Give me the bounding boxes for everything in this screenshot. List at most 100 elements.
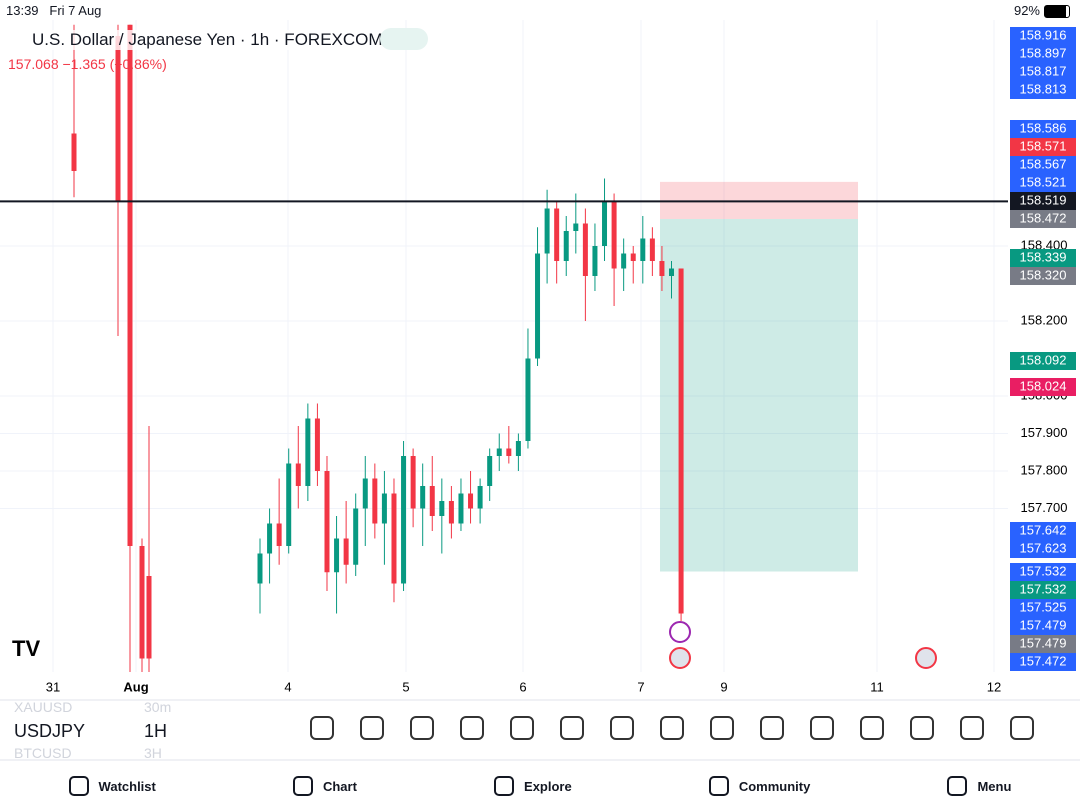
nav-label: Community: [738, 778, 811, 794]
nav-item[interactable]: Explore: [494, 776, 572, 796]
target-zone: [660, 219, 858, 572]
symbol[interactable]: USDJPY: [14, 721, 86, 741]
price-tag: 158.320: [1020, 267, 1067, 282]
symbol: BTCUSD: [14, 745, 72, 761]
candle-body: [640, 238, 646, 261]
candle-body: [146, 576, 152, 659]
tool-button[interactable]: [1010, 716, 1034, 740]
tool-button[interactable]: [760, 716, 784, 740]
price-scale: 158.400158.200158.000157.900157.800157.7…: [1010, 27, 1076, 671]
tool-button[interactable]: [360, 716, 384, 740]
tool-button[interactable]: [560, 716, 584, 740]
candle-body: [295, 463, 301, 486]
last-price: 157.068: [8, 56, 59, 72]
tool-button[interactable]: [410, 716, 434, 740]
tool-button[interactable]: [610, 716, 634, 740]
bottom-nav: Watchlist Chart Explore Community Menu: [0, 768, 1080, 804]
x-tick-label: 5: [402, 679, 409, 694]
candle-body: [305, 418, 311, 486]
price-tag-bg: [1010, 540, 1076, 558]
price-tag-bg: [1010, 27, 1076, 45]
price-tag: 157.479: [1020, 635, 1067, 650]
candle-body: [554, 208, 560, 261]
status-pills[interactable]: [380, 28, 428, 50]
battery: 92%: [1013, 3, 1040, 18]
nav-icon: [947, 776, 968, 796]
candle-body: [429, 486, 435, 516]
y-tick-label: 157.800: [1021, 462, 1068, 477]
price-tag: 157.623: [1020, 540, 1067, 555]
price-tag: 158.586: [1020, 120, 1067, 135]
candle-body: [544, 208, 550, 254]
candle-body: [592, 246, 598, 276]
price-tag-bg: [1010, 81, 1076, 99]
symbol-switcher[interactable]: XAUUSD 30m USDJPY 1H BTCUSD 3H: [0, 698, 300, 761]
candle-body: [525, 358, 531, 441]
symbol: XAUUSD: [14, 699, 73, 715]
nav-item[interactable]: Watchlist: [68, 776, 156, 796]
price-tag: 158.817: [1020, 63, 1067, 78]
candle-body: [649, 238, 655, 261]
price-tag: 158.897: [1020, 45, 1067, 60]
tv-logo: TV: [12, 636, 40, 661]
x-tick-label: 11: [870, 679, 884, 694]
tool-button[interactable]: [960, 716, 984, 740]
nav-item[interactable]: Community: [708, 776, 811, 796]
price-tag: 157.525: [1020, 599, 1067, 614]
candle-body: [630, 253, 636, 261]
price-tag: 158.024: [1020, 378, 1067, 393]
candle-body: [611, 201, 617, 269]
tool-button[interactable]: [910, 716, 934, 740]
tool-button[interactable]: [460, 716, 484, 740]
candle-body: [563, 231, 569, 261]
symbol-title[interactable]: U.S. Dollar / Japanese Yen · 1h · FOREXC…: [32, 30, 383, 50]
tool-button[interactable]: [810, 716, 834, 740]
price-tag-bg: [1010, 653, 1076, 671]
interval: 3H: [144, 745, 162, 761]
us-flag-icon[interactable]: [915, 647, 937, 669]
tool-button[interactable]: [310, 716, 334, 740]
tool-button[interactable]: [710, 716, 734, 740]
interval[interactable]: 1H: [144, 721, 168, 741]
us-flag-icon[interactable]: [669, 647, 691, 669]
candle-body: [468, 493, 474, 509]
candle-body: [381, 493, 387, 524]
candle-body: [391, 493, 397, 584]
x-tick-label: Aug: [123, 679, 148, 694]
price-tag: 158.813: [1020, 81, 1067, 96]
candle-body: [410, 456, 416, 509]
battery-icon: [1044, 5, 1070, 18]
candle-body: [314, 418, 320, 471]
price-tag-bg: [1010, 378, 1076, 396]
candle-body: [286, 463, 292, 546]
position-zones: [660, 181, 858, 572]
tool-button[interactable]: [860, 716, 884, 740]
price-tag: 157.479: [1020, 617, 1067, 632]
price-tag-bg: [1010, 249, 1076, 267]
price-change: −1.365 (−0.86%): [62, 56, 167, 72]
nav-item[interactable]: Menu: [947, 776, 1011, 796]
nav-item[interactable]: Chart: [292, 776, 357, 796]
time: 13:39: [6, 3, 39, 18]
candle-body: [496, 448, 502, 456]
price-tag-bg: [1010, 617, 1076, 635]
price-tag: 158.092: [1020, 352, 1067, 367]
tool-button[interactable]: [510, 716, 534, 740]
price-tag-bg: [1010, 156, 1076, 174]
x-tick-label: 4: [284, 679, 291, 694]
nav-icon: [68, 776, 89, 796]
price-tag-bg: [1010, 45, 1076, 63]
price-tag: 158.472: [1020, 210, 1067, 225]
price-tag: 158.521: [1020, 174, 1067, 189]
date: Fri 7 Aug: [49, 3, 102, 18]
price-tag: 157.472: [1020, 653, 1067, 668]
candle-body: [127, 24, 133, 546]
price-tag-bg: [1010, 581, 1076, 599]
candle-body: [659, 261, 665, 276]
tool-button[interactable]: [660, 716, 684, 740]
price-tag-bg: [1010, 522, 1076, 540]
candle-body: [477, 486, 483, 509]
y-tick-label: 157.900: [1021, 425, 1068, 440]
event-icon[interactable]: [669, 621, 691, 643]
